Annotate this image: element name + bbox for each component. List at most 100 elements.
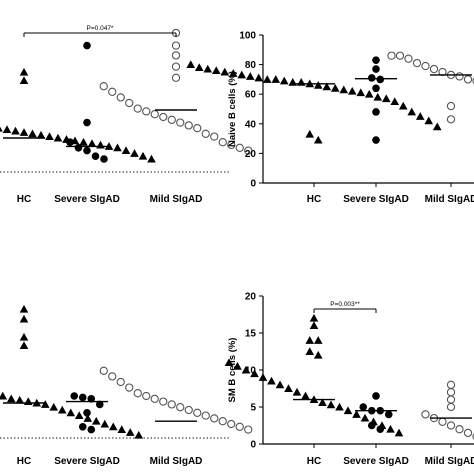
- data-point: [83, 146, 91, 155]
- data-point: [288, 78, 298, 86]
- data-point: [210, 132, 219, 141]
- data-point: [446, 395, 456, 404]
- data-point: [390, 97, 400, 106]
- data-point: [66, 138, 74, 146]
- category-label: Severe SIgAD: [343, 456, 409, 467]
- data-point: [387, 51, 396, 60]
- data-point: [193, 408, 202, 417]
- data-point: [19, 314, 29, 323]
- data-point: [446, 388, 456, 397]
- data-point: [250, 369, 259, 378]
- data-point: [313, 350, 323, 359]
- y-tick-label: 15: [245, 329, 257, 340]
- panel-bottom-left: HC Severe SIgAD Mild SIgAD: [0, 304, 253, 467]
- panel-top-right: 0 20 40 60 80 100 Naive B cells (%) HC Severe SI…: [186, 31, 474, 205]
- y-tick-label: 0: [250, 179, 256, 190]
- data-point: [203, 64, 213, 73]
- data-point: [227, 419, 236, 429]
- y-axis-label: SM B cells (%): [227, 338, 238, 403]
- data-point: [244, 146, 253, 155]
- data-point: [116, 377, 125, 387]
- data-point: [227, 140, 236, 150]
- data-point: [446, 402, 456, 412]
- data-point: [235, 422, 244, 431]
- data-point: [398, 101, 408, 110]
- category-label: Severe SIgAD: [54, 194, 120, 205]
- data-point: [381, 94, 391, 103]
- data-point: [347, 86, 357, 95]
- data-point: [100, 419, 110, 428]
- data-point: [386, 424, 395, 433]
- category-label: HC: [307, 194, 321, 205]
- y-tick-label: 100: [239, 31, 256, 42]
- data-point: [335, 402, 344, 411]
- data-point: [53, 133, 63, 142]
- data-point: [330, 83, 340, 92]
- data-point: [415, 112, 425, 120]
- data-point: [87, 395, 96, 403]
- data-point: [267, 376, 276, 385]
- data-point: [326, 400, 336, 409]
- data-point: [376, 75, 385, 84]
- data-point: [171, 51, 181, 60]
- data-point: [49, 402, 59, 411]
- data-point: [367, 421, 376, 430]
- y-tick-label: 80: [245, 60, 257, 71]
- data-point: [15, 395, 25, 404]
- category-label: Mild SIgAD: [425, 194, 474, 205]
- data-point: [193, 124, 202, 133]
- data-point: [313, 81, 323, 89]
- y-axis-label: Naive B cells (%): [227, 71, 238, 147]
- data-point: [186, 60, 196, 69]
- data-point: [309, 321, 319, 330]
- data-point: [279, 76, 289, 85]
- data-point: [237, 70, 247, 79]
- data-point: [40, 400, 50, 408]
- data-point: [224, 358, 234, 367]
- data-point: [19, 67, 29, 76]
- data-point: [78, 423, 87, 431]
- data-point: [455, 72, 464, 81]
- data-point: [133, 104, 142, 113]
- data-point: [0, 126, 3, 132]
- data-point: [313, 135, 323, 144]
- data-point: [99, 366, 108, 375]
- data-point: [45, 132, 54, 141]
- y-tick-label: 20: [245, 149, 257, 160]
- data-point: [404, 54, 413, 63]
- data-point: [313, 336, 323, 344]
- y-tick-label: 40: [245, 119, 257, 130]
- data-point: [343, 406, 353, 415]
- data-point: [19, 76, 29, 85]
- data-point: [305, 347, 315, 355]
- data-point: [296, 78, 306, 86]
- data-point: [125, 383, 134, 392]
- data-point: [167, 400, 176, 409]
- data-point: [245, 72, 255, 80]
- data-point: [271, 75, 281, 83]
- category-label: HC: [307, 456, 321, 467]
- data-point: [235, 143, 244, 152]
- data-point: [210, 414, 219, 423]
- data-point: [455, 425, 464, 434]
- data-point: [74, 411, 84, 420]
- data-point: [372, 108, 380, 116]
- data-point: [167, 115, 176, 124]
- significance-label: P=0.047*: [87, 25, 114, 32]
- data-point: [201, 411, 210, 420]
- data-point: [96, 140, 105, 149]
- category-label: Severe SIgAD: [54, 456, 120, 467]
- data-point: [407, 107, 417, 116]
- data-point: [301, 391, 310, 400]
- data-point: [159, 397, 168, 406]
- data-point: [244, 425, 253, 434]
- data-point: [372, 65, 380, 73]
- data-point: [339, 85, 349, 94]
- data-point: [372, 84, 380, 93]
- data-point: [23, 397, 33, 406]
- data-point: [394, 428, 404, 437]
- data-point: [421, 61, 430, 71]
- data-point: [233, 362, 242, 370]
- data-point: [2, 125, 12, 134]
- data-point: [78, 393, 87, 402]
